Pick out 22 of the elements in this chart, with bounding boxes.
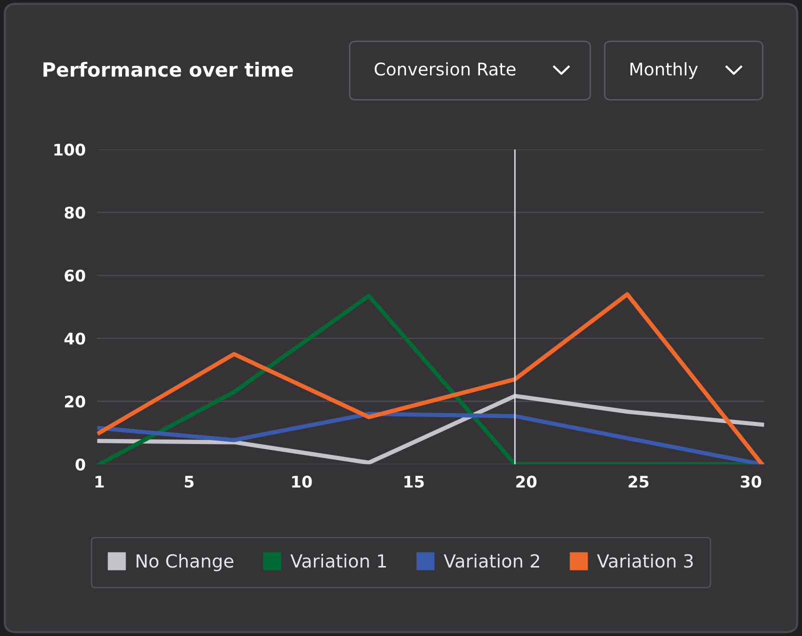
text: Monthly (630, 62, 698, 79)
y-tick-label: 60 (64, 270, 86, 282)
legend-label: Variation 2 (444, 554, 540, 568)
line-series (97, 394, 764, 464)
x-tick-label: 20 (516, 476, 537, 488)
line-series (97, 412, 764, 464)
x-tick-label: 25 (628, 476, 648, 488)
legend-label: Variation 3 (597, 554, 693, 568)
legend-label: No Change (136, 554, 234, 572)
x-tick-label: 15 (404, 476, 424, 488)
x-tick-label: 10 (292, 476, 312, 488)
chart-title: Performance over time (43, 62, 293, 77)
x-tick-label: 5 (184, 476, 194, 488)
legend-label: Variation 1 (290, 554, 386, 568)
y-tick-label: 0 (76, 458, 86, 471)
x-tick-label: 30 (740, 476, 762, 488)
y-tick-label: 80 (64, 206, 86, 219)
x-tick-label: 1 (96, 476, 104, 488)
y-tick-label: 20 (64, 396, 86, 408)
y-tick-label: 100 (54, 144, 86, 156)
y-tick-label: 40 (64, 332, 86, 345)
text: Conversion Rate (374, 62, 516, 76)
